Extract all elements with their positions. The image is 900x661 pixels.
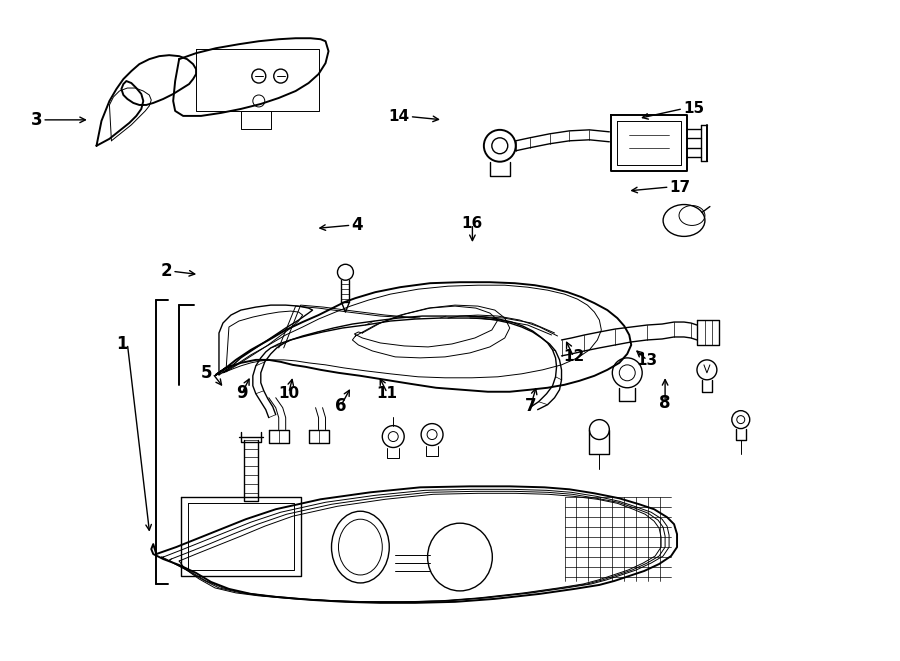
Text: 13: 13	[636, 352, 658, 368]
Text: 17: 17	[670, 180, 690, 194]
Text: 14: 14	[389, 109, 410, 124]
Text: 10: 10	[278, 385, 299, 401]
Text: 7: 7	[525, 397, 536, 415]
Text: 5: 5	[201, 364, 212, 382]
Text: 2: 2	[160, 262, 172, 280]
Text: 11: 11	[377, 385, 398, 401]
Text: 3: 3	[31, 111, 42, 129]
Text: 4: 4	[351, 216, 363, 234]
Text: 6: 6	[335, 397, 346, 415]
Text: 8: 8	[660, 394, 670, 412]
Text: 12: 12	[563, 349, 584, 364]
Text: 16: 16	[462, 216, 483, 231]
Text: 1: 1	[116, 334, 128, 353]
Text: 9: 9	[237, 384, 248, 402]
Text: 15: 15	[683, 101, 704, 116]
